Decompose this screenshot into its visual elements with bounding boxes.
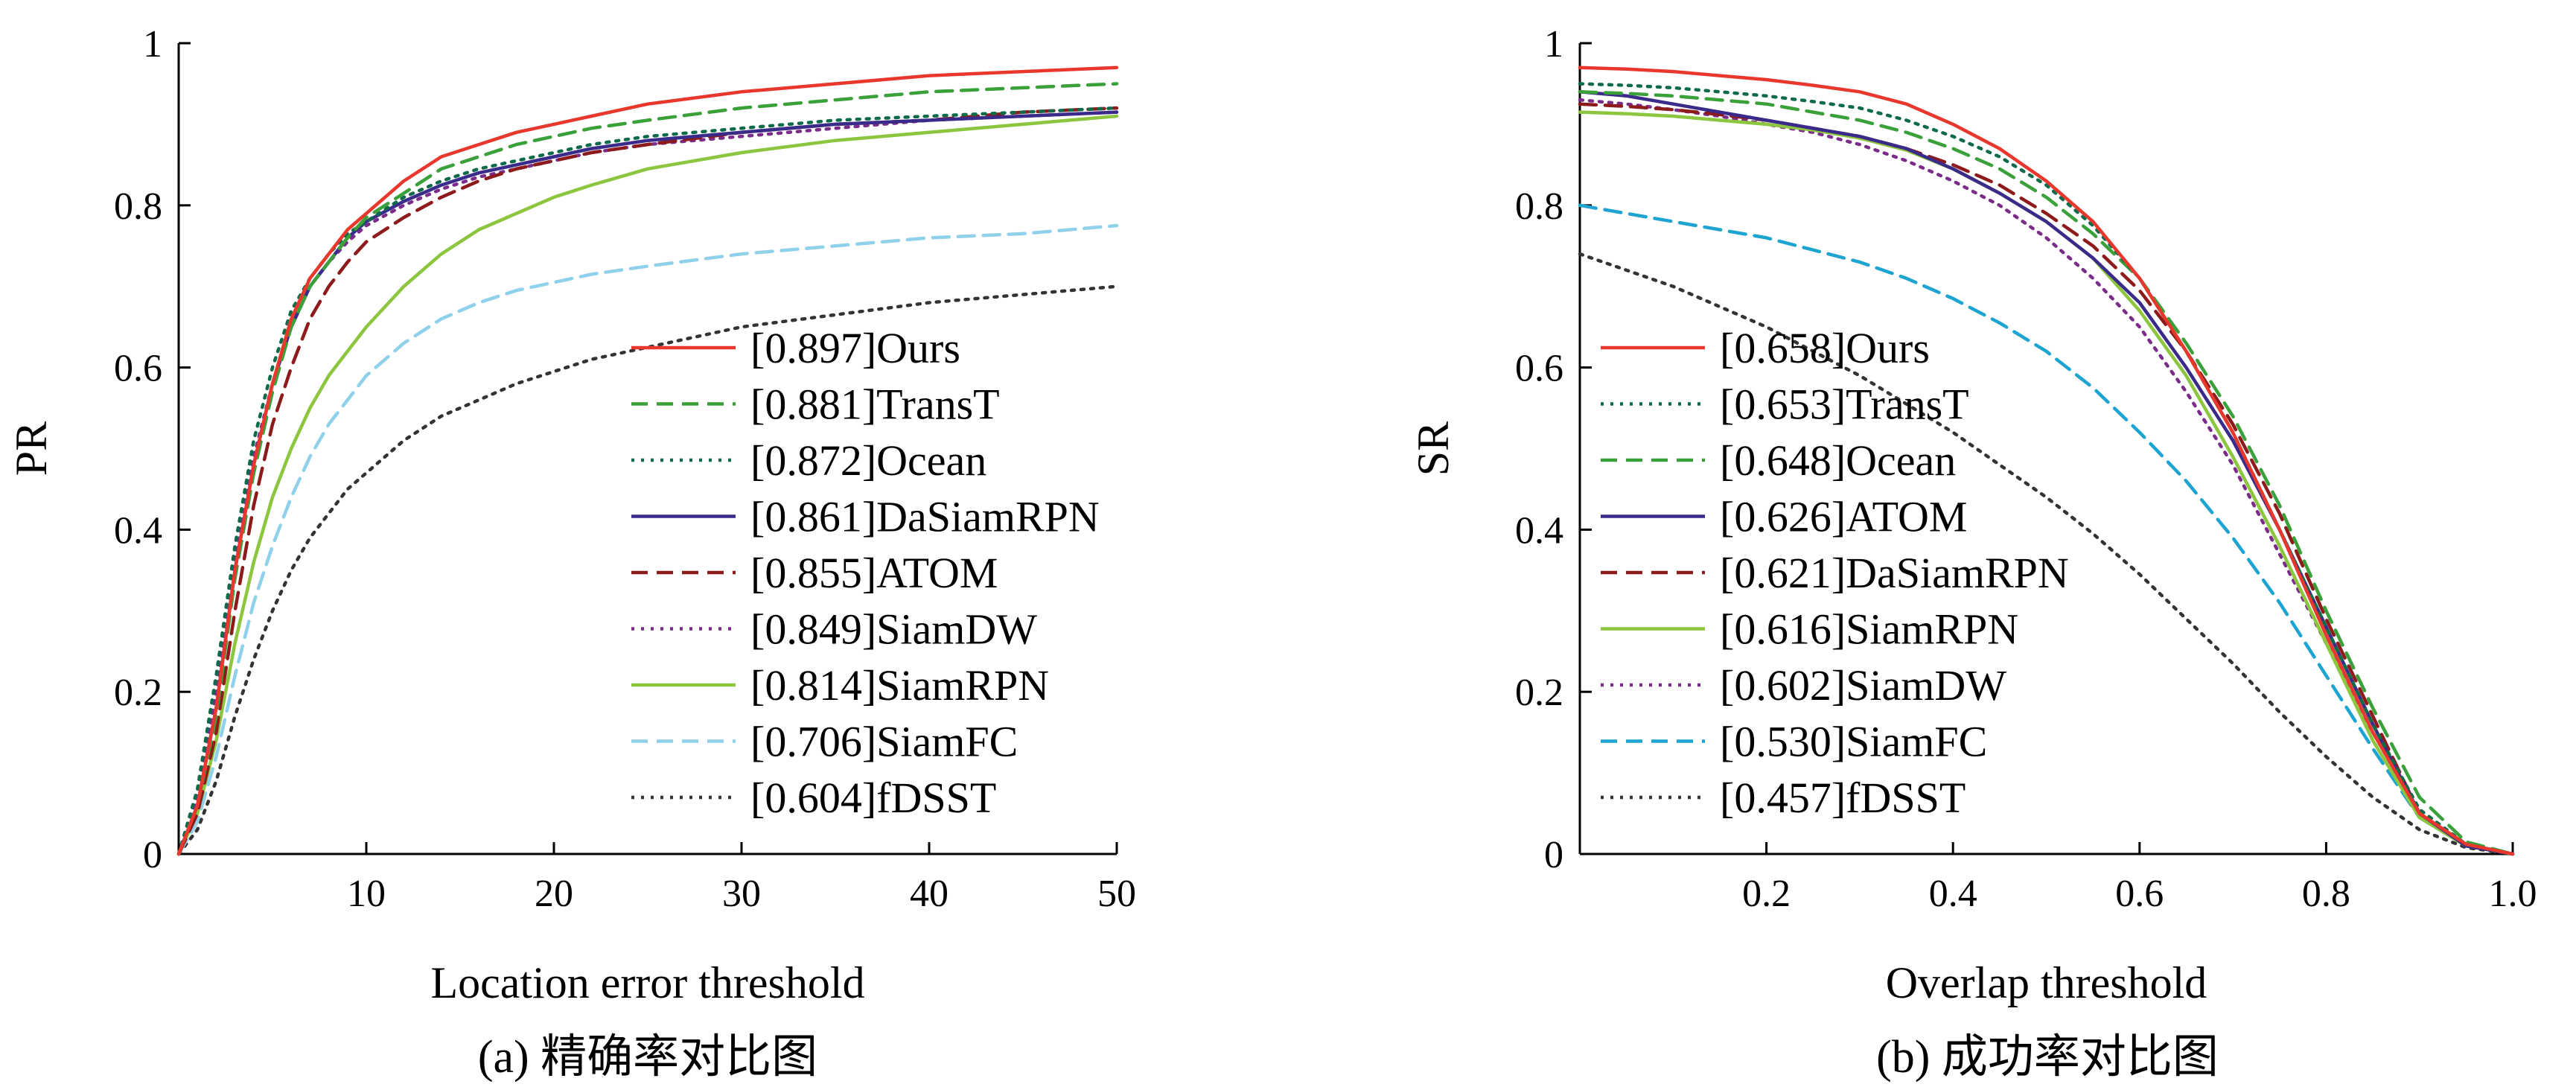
y-tick-label: 0.2 bbox=[1515, 672, 1563, 714]
x-tick-label: 10 bbox=[347, 873, 386, 915]
y-tick-label: 0.6 bbox=[1515, 348, 1563, 390]
legend-entry: [0.814]SiamRPN bbox=[750, 661, 1049, 710]
y-axis-label: SR bbox=[1409, 421, 1458, 476]
x-tick-label: 50 bbox=[1097, 873, 1136, 915]
legend-entry: [0.530]SiamFC bbox=[1720, 718, 1987, 766]
x-tick-label: 0.2 bbox=[1742, 873, 1791, 915]
legend-entry: [0.706]SiamFC bbox=[750, 718, 1018, 766]
series-line bbox=[1578, 90, 2515, 856]
x-tick-label: 40 bbox=[910, 873, 949, 915]
y-axis-label: PR bbox=[7, 421, 56, 476]
legend-entry: [0.872]Ocean bbox=[750, 436, 986, 485]
x-tick-label: 30 bbox=[722, 873, 761, 915]
figure-caption: (b) 成功率对比图 bbox=[1876, 1032, 2219, 1083]
legend-entry: [0.616]SiamRPN bbox=[1720, 605, 2018, 654]
legend-entry: [0.897]Ours bbox=[750, 324, 960, 372]
legend-entry: [0.648]Ocean bbox=[1720, 436, 1956, 485]
legend-entry: [0.604]fDSST bbox=[750, 774, 996, 822]
y-tick-label: 0.4 bbox=[114, 509, 162, 552]
legend-entry: [0.621]DaSiamRPN bbox=[1720, 549, 2069, 597]
legend-entry: [0.881]TransT bbox=[750, 380, 1000, 429]
legend-entry: [0.626]ATOM bbox=[1720, 493, 1967, 541]
x-tick-label: 0.4 bbox=[1929, 873, 1977, 915]
series-line bbox=[1578, 203, 2515, 856]
figure-caption: (a) 精确率对比图 bbox=[478, 1032, 817, 1083]
legend-entry: [0.457]fDSST bbox=[1720, 774, 1966, 822]
series-line bbox=[176, 66, 1119, 856]
series-line bbox=[176, 223, 1119, 856]
y-tick-label: 0.8 bbox=[1515, 185, 1563, 228]
series-line bbox=[1578, 66, 2515, 856]
series-line bbox=[1578, 82, 2515, 856]
series-line bbox=[176, 284, 1119, 856]
y-tick-label: 1 bbox=[143, 23, 162, 66]
y-tick-label: 1 bbox=[1544, 23, 1563, 66]
y-tick-label: 0.6 bbox=[114, 348, 162, 390]
y-tick-label: 0 bbox=[1544, 834, 1563, 876]
x-tick-label: 1.0 bbox=[2489, 873, 2537, 915]
y-tick-label: 0 bbox=[143, 834, 162, 876]
y-tick-label: 0.8 bbox=[114, 185, 162, 228]
y-tick-label: 0.2 bbox=[114, 672, 162, 714]
x-axis-label: Location error threshold bbox=[430, 958, 864, 1007]
legend-entry: [0.653]TransT bbox=[1720, 380, 1969, 429]
legend-entry: [0.855]ATOM bbox=[750, 549, 998, 597]
legend-entry: [0.658]Ours bbox=[1720, 324, 1930, 372]
x-tick-label: 0.6 bbox=[2115, 873, 2164, 915]
x-axis-label: Overlap threshold bbox=[1886, 958, 2207, 1007]
series-line bbox=[176, 106, 1119, 856]
legend-entry: [0.849]SiamDW bbox=[750, 605, 1037, 654]
series-line bbox=[1578, 252, 2515, 856]
legend-entry: [0.602]SiamDW bbox=[1720, 661, 2006, 710]
y-tick-label: 0.4 bbox=[1515, 509, 1563, 552]
x-tick-label: 20 bbox=[535, 873, 573, 915]
x-tick-label: 0.8 bbox=[2302, 873, 2350, 915]
series-line bbox=[176, 114, 1119, 856]
legend-entry: [0.861]DaSiamRPN bbox=[750, 493, 1100, 541]
